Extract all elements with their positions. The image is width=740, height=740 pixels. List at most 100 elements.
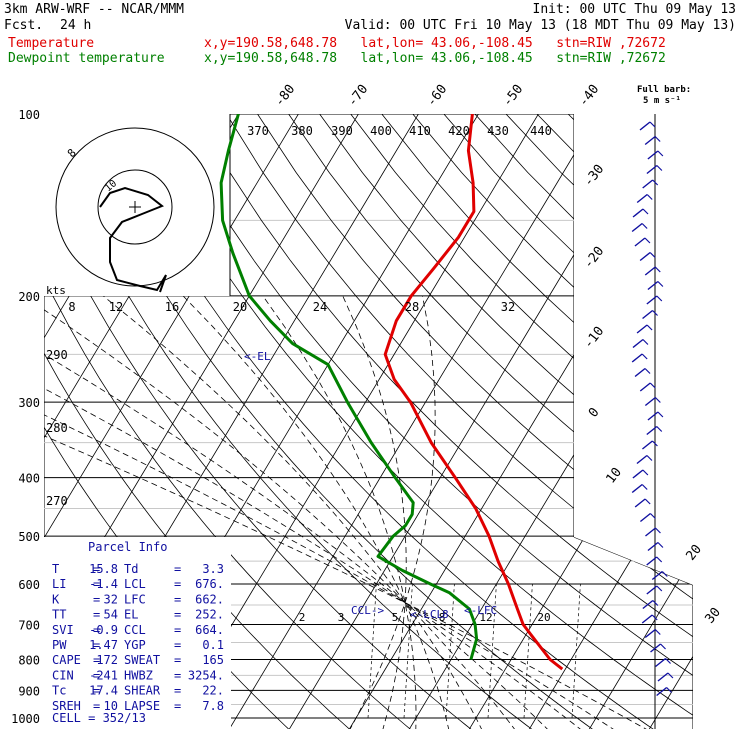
isotherm-label-20: 20: [684, 542, 705, 564]
pressure-label-400: 400: [18, 472, 40, 486]
parcel-key: TT: [52, 608, 66, 622]
moist-adiabat-30: [44, 295, 617, 729]
moist-adiabat-35: [44, 295, 650, 729]
hodo-tick-32: 32: [501, 300, 515, 314]
wind-barb: [646, 556, 658, 566]
dry-adiabat-370: [288, 114, 693, 729]
moist-adiabat-5: [182, 295, 450, 729]
hodo-tick-8: 8: [68, 300, 75, 314]
wind-barb: [639, 512, 651, 523]
init-time: Init: 00 UTC Thu 09 May 13: [532, 2, 737, 17]
parcel-row: K = 32 LFC = 662.: [52, 592, 224, 606]
parcel-eq: =: [93, 608, 100, 622]
wind-barb: [636, 454, 648, 465]
parcel-eq: =: [174, 562, 181, 576]
wind-barb: [646, 425, 658, 436]
dry-adiabat-310: [101, 114, 656, 729]
wind-barb: [632, 208, 644, 218]
theta-label-410: 410: [409, 124, 431, 138]
parcel-eq: =: [174, 668, 181, 682]
wind-barb-flag: [652, 179, 659, 186]
dry-adiabat-330: [164, 114, 693, 729]
wind-barb: [646, 164, 658, 175]
parcel-eq: =: [174, 592, 181, 606]
parcel-value: 664.: [195, 623, 224, 637]
hodo-tick-24: 24: [313, 300, 327, 314]
parcel-eq: =: [174, 623, 181, 637]
dewpoint-legend: Dewpoint temperature: [8, 51, 165, 66]
wind-barb-flag: [644, 237, 651, 244]
dry-adiabat-label-280: 280: [46, 421, 68, 435]
mixing-ratio-2: [367, 583, 377, 719]
parcel-value: 15.8: [89, 562, 118, 576]
wind-barb: [642, 309, 653, 320]
wind-barb: [631, 483, 643, 494]
hodograph-kts-label: kts: [46, 284, 66, 297]
isotherm-label--80: -80: [272, 82, 298, 110]
pressure-label-300: 300: [18, 396, 40, 410]
wind-barb: [644, 396, 656, 407]
isotherm-20: [527, 114, 693, 729]
parcel-row: LI =-1.4 LCL = 676.: [52, 577, 224, 591]
wind-barb-flag: [649, 252, 656, 258]
forecast-label: Fcst.: [4, 18, 44, 33]
parcel-row: T =15.8 Td = 3.3: [52, 562, 224, 576]
parcel-row: TT = 54 EL = 252.: [52, 608, 224, 622]
parcel-eq: =: [93, 577, 100, 591]
dry-adiabat-480: [629, 114, 693, 729]
wind-barb-flag: [652, 600, 659, 606]
parcel-panel: [44, 537, 231, 729]
moist-adiabat-15: [44, 295, 517, 729]
parcel-eq: =: [174, 699, 181, 713]
moist-adiabat-25: [44, 295, 583, 729]
wind-barb: [634, 367, 646, 378]
wind-barb-flag: [657, 411, 664, 418]
hodograph-trace: [99, 186, 167, 293]
dry-adiabat-380: [319, 114, 693, 729]
parcel-value: 3254.: [188, 668, 224, 682]
parcel-row: PW =1.47 YGP = 0.1: [52, 638, 224, 652]
hodograph: 8 10 kts: [44, 114, 231, 297]
isotherm--30: [227, 114, 599, 729]
parcel-value: 0.1: [202, 638, 224, 652]
mixing-ratio-12: [523, 583, 533, 719]
wind-barb-flag: [656, 585, 663, 592]
parcel-value: 252.: [195, 608, 224, 622]
dry-adiabat-label-270: 270: [46, 494, 68, 508]
dry-adiabat-440: [505, 114, 693, 729]
valid-time: Valid: 00 UTC Fri 10 May 13 (18 MDT Thu …: [344, 18, 736, 33]
wind-barb-flag: [665, 658, 671, 664]
parcel-key: SWEAT: [124, 653, 160, 667]
lcl-short-marker: 8: [442, 608, 449, 621]
wind-barb: [647, 280, 659, 291]
parcel-key: LAPSE: [124, 699, 160, 713]
parcel-title: Parcel Info: [88, 540, 167, 554]
wind-barb: [632, 469, 644, 479]
wind-barb-flag: [654, 397, 661, 403]
wind-barb-flag: [641, 223, 648, 229]
dry-adiabat-470: [598, 114, 693, 729]
wind-barb-flag: [667, 672, 674, 679]
mixing-ratio-20: [571, 583, 581, 719]
parcel-value: 165: [202, 653, 224, 667]
hodo-tick-20: 20: [233, 300, 247, 314]
parcel-row: SREH = 10 LAPSE = 7.8: [52, 699, 224, 713]
parcel-eq: =: [174, 653, 181, 667]
wind-barb-flag: [641, 484, 648, 490]
pressure-label-200: 200: [18, 290, 40, 304]
wind-barb: [655, 657, 666, 668]
dry-adiabat-460: [567, 114, 693, 729]
pressure-label-700: 700: [18, 618, 40, 632]
wind-barb-flag: [646, 324, 653, 331]
parcel-row: SVI =-0.9 CCL = 664.: [52, 623, 224, 637]
level-markers: <-EL CCL-> <-LCL 8 <-LFC: [244, 350, 497, 621]
isotherm-label-30: 30: [703, 605, 724, 627]
parcel-eq: =: [174, 577, 181, 591]
dry-adiabat-300: [70, 114, 595, 729]
isotherm-50: [708, 114, 740, 731]
wind-barb-flag: [656, 556, 663, 563]
wind-barb: [646, 295, 658, 305]
wind-barb: [639, 251, 651, 262]
parcel-eq: =: [93, 638, 100, 652]
